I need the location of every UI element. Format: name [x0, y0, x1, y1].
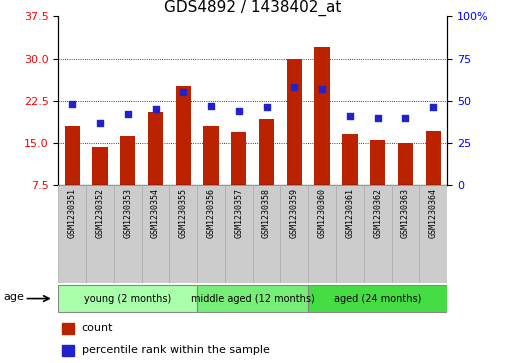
- Point: [207, 103, 215, 109]
- Point: [179, 89, 187, 95]
- Bar: [370, 140, 385, 185]
- Bar: [259, 119, 274, 185]
- Bar: [62, 323, 74, 334]
- Text: GSM1230356: GSM1230356: [207, 188, 215, 238]
- Bar: [419, 185, 447, 283]
- Text: GSM1230362: GSM1230362: [373, 188, 382, 238]
- Point: [346, 113, 354, 119]
- Bar: [225, 185, 253, 283]
- Bar: [170, 185, 197, 283]
- Bar: [65, 126, 80, 185]
- Bar: [114, 185, 142, 283]
- Text: age: age: [3, 292, 24, 302]
- Bar: [197, 185, 225, 283]
- Text: GSM1230359: GSM1230359: [290, 188, 299, 238]
- Text: GSM1230360: GSM1230360: [318, 188, 327, 238]
- Point: [96, 120, 104, 126]
- Point: [263, 105, 271, 110]
- Point: [68, 101, 76, 107]
- Point: [235, 108, 243, 114]
- Text: percentile rank within the sample: percentile rank within the sample: [82, 345, 270, 355]
- Bar: [398, 143, 413, 185]
- Point: [373, 115, 382, 121]
- Bar: [308, 285, 447, 313]
- Bar: [58, 285, 197, 313]
- Bar: [142, 185, 170, 283]
- Text: middle aged (12 months): middle aged (12 months): [191, 294, 314, 303]
- Bar: [364, 185, 392, 283]
- Text: count: count: [82, 323, 113, 333]
- Bar: [280, 185, 308, 283]
- Bar: [253, 185, 280, 283]
- Text: young (2 months): young (2 months): [84, 294, 171, 303]
- Bar: [392, 185, 419, 283]
- Point: [318, 86, 326, 92]
- Bar: [148, 112, 163, 185]
- Point: [401, 115, 409, 121]
- Point: [429, 105, 437, 110]
- Text: GSM1230358: GSM1230358: [262, 188, 271, 238]
- Bar: [204, 126, 219, 185]
- Bar: [426, 131, 441, 185]
- Text: GSM1230351: GSM1230351: [68, 188, 77, 238]
- Text: GSM1230352: GSM1230352: [96, 188, 105, 238]
- Bar: [58, 185, 86, 283]
- Point: [124, 111, 132, 117]
- Point: [151, 106, 160, 112]
- Text: GSM1230361: GSM1230361: [345, 188, 355, 238]
- Bar: [287, 58, 302, 185]
- Bar: [92, 147, 108, 185]
- Bar: [176, 86, 191, 185]
- Text: GSM1230357: GSM1230357: [234, 188, 243, 238]
- Bar: [336, 185, 364, 283]
- Bar: [314, 47, 330, 185]
- Bar: [120, 136, 136, 185]
- Bar: [308, 185, 336, 283]
- Bar: [86, 185, 114, 283]
- Text: GSM1230363: GSM1230363: [401, 188, 410, 238]
- Text: GSM1230364: GSM1230364: [429, 188, 438, 238]
- Text: GSM1230354: GSM1230354: [151, 188, 160, 238]
- Text: aged (24 months): aged (24 months): [334, 294, 421, 303]
- Text: GSM1230355: GSM1230355: [179, 188, 188, 238]
- Title: GDS4892 / 1438402_at: GDS4892 / 1438402_at: [164, 0, 341, 16]
- Bar: [62, 345, 74, 356]
- Point: [290, 84, 298, 90]
- Bar: [197, 285, 308, 313]
- Bar: [342, 134, 358, 185]
- Text: GSM1230353: GSM1230353: [123, 188, 132, 238]
- Bar: [231, 132, 246, 185]
